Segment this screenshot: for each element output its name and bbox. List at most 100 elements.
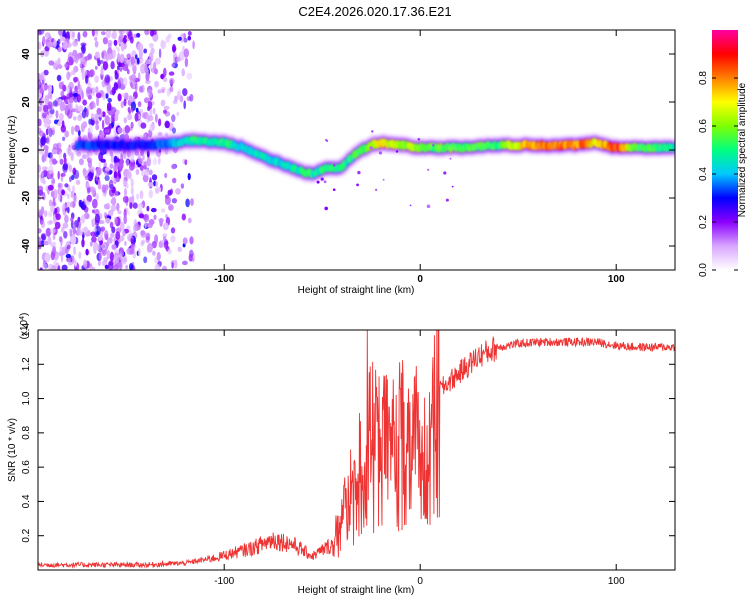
- noise-speckle: [79, 57, 85, 62]
- scatter-speckle: [451, 185, 454, 188]
- noise-speckle: [125, 265, 128, 270]
- noise-speckle: [187, 173, 191, 181]
- noise-speckle: [183, 48, 189, 58]
- noise-speckle: [107, 261, 114, 270]
- noise-speckle: [47, 263, 54, 270]
- noise-speckle: [48, 165, 54, 175]
- snr-y-tick-label: 1.2: [21, 357, 32, 371]
- noise-speckle: [95, 123, 100, 131]
- noise-speckle: [55, 110, 59, 119]
- noise-speckle: [96, 96, 100, 107]
- noise-speckle: [77, 84, 82, 90]
- noise-speckle: [113, 164, 118, 173]
- noise-speckle: [168, 71, 175, 76]
- noise-speckle: [154, 57, 161, 65]
- noise-speckle: [48, 199, 53, 207]
- noise-speckle: [68, 187, 72, 193]
- noise-speckle: [90, 231, 97, 237]
- noise-speckle: [45, 33, 49, 39]
- noise-speckle: [43, 69, 49, 76]
- noise-speckle: [140, 230, 147, 239]
- noise-speckle: [98, 130, 105, 139]
- noise-speckle: [167, 249, 172, 255]
- noise-speckle: [78, 251, 82, 260]
- noise-speckle: [95, 86, 99, 94]
- colorbar-tick-label: 0.8: [698, 71, 709, 85]
- noise-speckle: [60, 252, 64, 263]
- noise-speckle: [150, 207, 157, 213]
- noise-speckle: [91, 86, 96, 97]
- noise-speckle: [48, 35, 52, 41]
- spectrogram-x-tick-label: 100: [608, 274, 625, 285]
- noise-speckle: [171, 164, 176, 170]
- noise-speckle: [43, 179, 46, 185]
- snr-frame: [37, 329, 676, 571]
- noise-speckle: [114, 72, 119, 80]
- noise-speckle: [156, 251, 161, 261]
- noise-speckle: [100, 158, 106, 163]
- noise-speckle: [172, 99, 178, 105]
- noise-speckle: [153, 157, 157, 166]
- noise-speckle: [127, 106, 131, 113]
- noise-speckle: [158, 241, 163, 249]
- noise-speckle: [109, 151, 114, 157]
- noise-speckle: [99, 239, 103, 246]
- colorbar-tick-label: 0.2: [698, 215, 709, 229]
- noise-speckle: [57, 47, 62, 53]
- noise-speckle: [109, 221, 114, 229]
- noise-speckle: [183, 37, 188, 43]
- noise-speckle: [81, 44, 86, 54]
- noise-speckle: [71, 69, 76, 76]
- spectrogram-x-tick-label: -100: [214, 274, 234, 285]
- snr-y-tick-label: 0.2: [21, 528, 32, 542]
- noise-speckle: [97, 260, 101, 266]
- noise-speckle: [77, 31, 81, 42]
- noise-speckle: [67, 109, 73, 119]
- noise-speckle: [147, 182, 154, 187]
- spectrogram-ticks: -100 0 100 40 20 0 -20 -40: [21, 30, 675, 285]
- noise-speckle: [137, 154, 142, 163]
- noise-speckle: [84, 106, 87, 113]
- noise-speckle: [39, 72, 44, 81]
- noise-speckle: [122, 37, 127, 44]
- snr-x-tick-label: 100: [608, 576, 625, 587]
- noise-speckle: [64, 130, 69, 138]
- noise-speckle: [110, 204, 117, 212]
- noise-speckle: [67, 258, 71, 264]
- noise-speckle: [61, 227, 65, 233]
- noise-speckle: [140, 240, 144, 247]
- noise-speckle: [137, 203, 144, 210]
- noise-speckle: [44, 94, 50, 105]
- noise-speckle: [164, 132, 169, 137]
- scatter-speckle: [375, 188, 378, 191]
- noise-speckle: [139, 190, 144, 200]
- noise-speckle: [171, 63, 176, 68]
- noise-speckle: [59, 36, 66, 42]
- noise-speckle: [172, 177, 177, 184]
- noise-speckle: [164, 194, 169, 200]
- noise-speckle: [63, 203, 68, 209]
- snr-x-tick-label: -100: [214, 576, 234, 587]
- noise-speckle: [140, 122, 147, 129]
- noise-speckle: [145, 80, 151, 84]
- noise-speckle: [144, 168, 150, 177]
- noise-speckle: [70, 219, 74, 229]
- noise-speckle: [82, 259, 88, 268]
- noise-speckle: [49, 108, 55, 115]
- noise-speckle: [119, 30, 125, 34]
- snr-panel: -100 0 100 1.4 1.2 1.0 0.8 0.6 0.4 0.2 Height of …: [7, 313, 676, 596]
- noise-speckle: [121, 230, 126, 236]
- noise-speckle: [47, 220, 52, 226]
- noise-speckle: [42, 112, 47, 119]
- noise-speckle: [151, 174, 158, 181]
- noise-speckle: [148, 52, 154, 63]
- noise-speckle: [40, 171, 44, 178]
- noise-speckle: [99, 251, 102, 262]
- colorbar-tick-label: 0.6: [698, 119, 709, 133]
- noise-speckle: [135, 168, 140, 175]
- noise-speckle: [72, 40, 78, 47]
- noise-speckle: [109, 251, 114, 262]
- noise-speckle: [125, 30, 130, 35]
- noise-speckle: [73, 95, 79, 103]
- noise-speckle: [180, 183, 185, 189]
